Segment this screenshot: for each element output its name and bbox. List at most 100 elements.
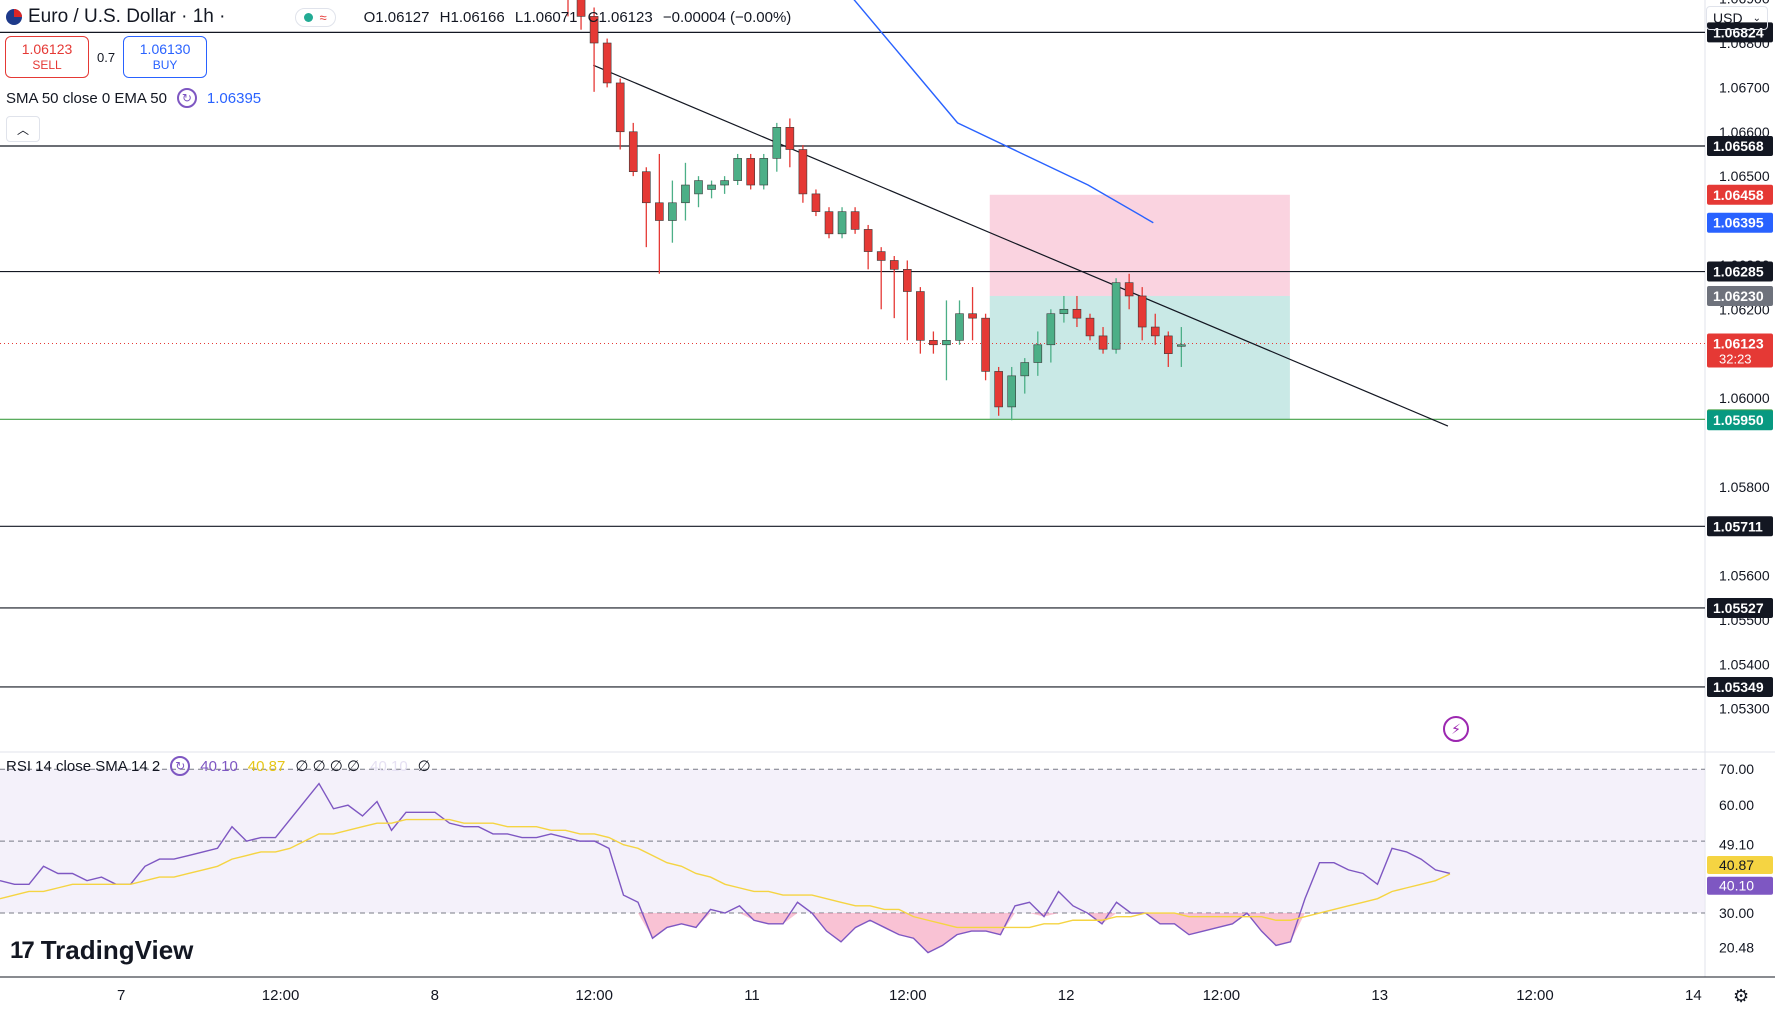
rsi-tick-label: 60.00 [1719, 797, 1754, 813]
price-label-box [1707, 212, 1773, 233]
rsi-value-box [1707, 855, 1773, 874]
price-label: 1.06568 [1713, 138, 1764, 154]
sell-button[interactable]: 1.06123 SELL [5, 36, 89, 78]
price-tick-label: 1.05400 [1719, 656, 1770, 672]
rsi-value-box [1707, 876, 1773, 895]
wave-icon: ≈ [319, 9, 327, 25]
time-tick-label: 11 [744, 987, 760, 1004]
eur-usd-flag-icon [6, 9, 22, 25]
rsi-refresh-icon[interactable]: ↻ [170, 756, 191, 776]
price-label: 1.06824 [1713, 24, 1764, 40]
candle-body [1046, 313, 1056, 346]
price-tick-label: 1.06700 [1719, 79, 1770, 95]
settings-gear-icon[interactable]: ⚙ [1733, 986, 1750, 1006]
candle-body [916, 291, 925, 341]
candle-body [681, 184, 690, 204]
time-tick-label: 8 [431, 987, 439, 1004]
trendline [593, 64, 1449, 427]
rsi-value-label: 40.10 [1719, 878, 1754, 894]
rsi-legend-value: 40.10 [200, 757, 238, 775]
price-label: 1.06395 [1713, 215, 1764, 231]
sell-label: SELL [32, 58, 62, 72]
candle-body [811, 193, 821, 212]
price-label: 1.05349 [1713, 679, 1764, 695]
trade-buttons: 1.06123 SELL 0.7 1.06130 BUY [5, 36, 208, 78]
candle-body [1033, 344, 1043, 363]
ma-legend[interactable]: SMA 50 close 0 EMA 50 ↻ 1.06395 [6, 88, 261, 108]
buy-button[interactable]: 1.06130 BUY [123, 36, 208, 78]
ohlc-readout: O1.06127 H1.06166 L1.06071 C1.06123 −0.0… [364, 9, 798, 26]
price-label-box [1707, 676, 1773, 697]
candle-body [955, 313, 964, 341]
candle-body [1164, 335, 1173, 354]
price-tick-label: 1.06900 [1719, 0, 1770, 7]
brand-name: TradingView [40, 935, 194, 965]
rsi-legend[interactable]: RSI 14 close SMA 14 2 ↻ 40.10 40.87 ∅ ∅ … [6, 756, 431, 776]
buy-price: 1.06130 [139, 41, 191, 57]
candle-body [668, 202, 677, 221]
rsi-tick-label: 70.00 [1719, 761, 1754, 777]
price-label-box [1707, 261, 1773, 282]
candle-body [1059, 308, 1069, 315]
candle-body [837, 211, 847, 235]
rsi-tick-label: 20.48 [1719, 939, 1754, 955]
currency-label: USD [1713, 10, 1743, 26]
price-tick-label: 1.06000 [1719, 390, 1770, 406]
candle-body [1085, 317, 1095, 337]
price-label: 1.05711 [1713, 518, 1763, 534]
time-tick-label: 12:00 [1203, 987, 1241, 1004]
candle-body [876, 251, 886, 261]
market-status-pill[interactable]: ≈ [295, 7, 336, 27]
stop-loss-zone [989, 194, 1290, 296]
ema50-line [853, 0, 1154, 224]
candle-body [655, 202, 664, 221]
price-label: 1.06458 [1713, 187, 1764, 203]
rsi-tick-label: 49.10 [1719, 836, 1754, 852]
price-label-box [1707, 597, 1773, 618]
ohlc-open: O1.06127 [363, 8, 430, 26]
candle-body [850, 211, 860, 230]
price-label-box [1707, 285, 1773, 306]
time-tick-label: 13 [1371, 987, 1388, 1004]
time-tick-label: 12:00 [1516, 987, 1554, 1004]
rsi-sma-line [0, 818, 1451, 929]
time-tick-label: 12:00 [889, 987, 927, 1004]
price-label: 1.05527 [1713, 600, 1764, 616]
symbol-title[interactable]: Euro / U.S. Dollar · 1h · [28, 6, 226, 27]
ohlc-high: H1.06166 [439, 8, 505, 26]
rsi-line [0, 782, 1451, 954]
price-tick-label: 1.05800 [1719, 479, 1770, 495]
price-label: 1.06285 [1713, 264, 1764, 280]
time-tick-label: 12:00 [262, 987, 300, 1004]
ohlc-change: −0.00004 (−0.00%) [662, 8, 792, 26]
rsi-faded-value: 40.10 [370, 757, 408, 775]
candle-body [1098, 335, 1108, 350]
candle-body [576, 0, 586, 17]
candle-body [628, 131, 638, 173]
ohlc-low: L1.06071 [514, 8, 578, 26]
candle-body [589, 16, 599, 44]
candle-body [746, 158, 756, 186]
sell-price: 1.06123 [21, 41, 73, 57]
candle-body [1177, 344, 1186, 347]
candle-body [720, 180, 729, 186]
chevron-down-icon: ⌄ [1752, 12, 1761, 24]
lightning-icon[interactable]: ⚡ [1443, 716, 1469, 742]
price-tick-label: 1.06600 [1719, 124, 1770, 140]
price-label: 1.06230 [1713, 288, 1764, 304]
price-label: 1.06123 [1713, 335, 1764, 351]
price-tick-label: 1.05300 [1719, 701, 1770, 717]
collapse-legend-button[interactable]: ︿ [6, 116, 40, 142]
candle-body [929, 340, 938, 346]
candle-body [798, 149, 808, 195]
price-tick-label: 1.05600 [1719, 568, 1770, 584]
currency-selector[interactable]: USD ⌄ [1706, 6, 1768, 30]
candle-body [759, 158, 769, 186]
rsi-band [0, 769, 1705, 914]
candle-body [942, 340, 951, 346]
candle-body [1124, 282, 1134, 297]
price-label-box [1707, 184, 1773, 205]
refresh-icon[interactable]: ↻ [176, 88, 197, 108]
price-label-box [1707, 410, 1773, 431]
